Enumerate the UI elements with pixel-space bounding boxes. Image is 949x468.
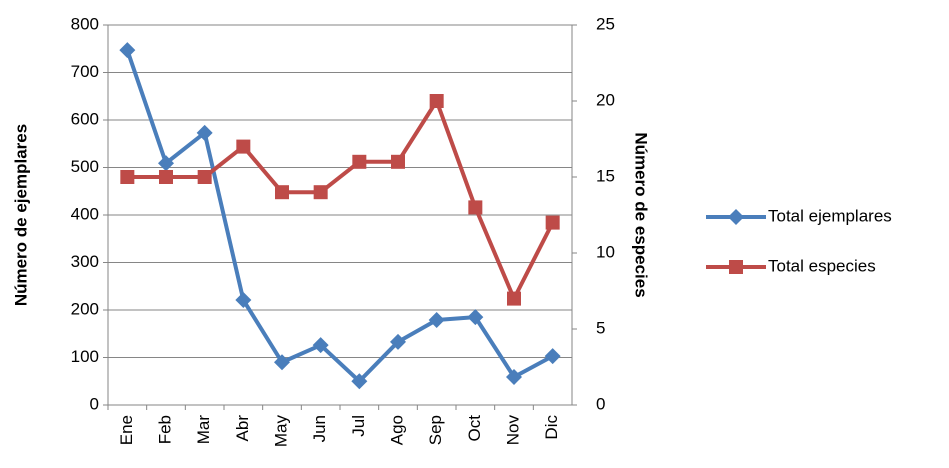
- marker: [467, 309, 484, 326]
- marker: [197, 170, 212, 184]
- y2-tick-label: 25: [596, 14, 615, 33]
- marker: [545, 215, 560, 230]
- line: [125, 49, 554, 384]
- y-tick-label: 800: [71, 14, 99, 33]
- marker: [275, 185, 289, 200]
- x-tick-label: Nov: [503, 415, 522, 446]
- y-tick-label: 400: [71, 204, 99, 223]
- legend-marker: [729, 260, 743, 274]
- x-tick-label: Dic: [542, 415, 561, 440]
- y2-axis-label: Número de especies: [632, 132, 651, 297]
- x-tick-label: Feb: [155, 415, 174, 444]
- y-tick-label: 700: [71, 62, 99, 81]
- y2-tick-label: 15: [596, 166, 615, 185]
- marker: [429, 94, 444, 108]
- marker: [274, 354, 290, 371]
- y-tick-label: 300: [71, 252, 99, 271]
- line: [127, 99, 555, 301]
- marker: [235, 292, 252, 309]
- y-tick-label: 200: [71, 299, 99, 318]
- marker: [119, 42, 136, 59]
- marker: [159, 170, 173, 184]
- x-tick-label: Oct: [465, 415, 484, 442]
- marker: [428, 311, 445, 328]
- marker: [506, 368, 522, 385]
- marker: [236, 139, 251, 154]
- marker: [351, 373, 368, 390]
- x-tick-label: Mar: [194, 415, 213, 445]
- legend-marker: [728, 209, 744, 225]
- y2-tick-label: 0: [596, 394, 605, 413]
- y-tick-label: 600: [71, 109, 99, 128]
- marker: [120, 170, 135, 184]
- y2-tick-label: 20: [596, 90, 615, 109]
- legend-label: Total especies: [768, 256, 876, 275]
- x-tick-label: Jun: [310, 415, 329, 442]
- marker: [391, 154, 405, 169]
- x-tick-label: Ago: [387, 415, 406, 445]
- x-tick-label: Ene: [117, 415, 136, 445]
- marker: [196, 124, 213, 141]
- x-tick-label: Jul: [349, 415, 368, 437]
- y2-tick-label: 10: [596, 242, 615, 261]
- marker: [468, 200, 483, 215]
- x-tick-label: Sep: [426, 415, 445, 445]
- marker: [507, 291, 521, 306]
- legend-label: Total ejemplares: [768, 206, 892, 225]
- y-axis-label: Número de ejemplares: [11, 124, 30, 306]
- y-tick-label: 0: [90, 394, 99, 413]
- marker: [313, 185, 328, 200]
- y-tick-label: 100: [71, 347, 99, 366]
- marker: [390, 333, 406, 350]
- marker: [544, 348, 561, 365]
- marker: [352, 154, 367, 169]
- x-tick-label: Abr: [233, 415, 252, 442]
- x-tick-label: May: [271, 415, 290, 448]
- y2-tick-label: 5: [596, 318, 605, 337]
- marker: [158, 155, 174, 172]
- y-tick-label: 500: [71, 157, 99, 176]
- marker: [312, 337, 329, 354]
